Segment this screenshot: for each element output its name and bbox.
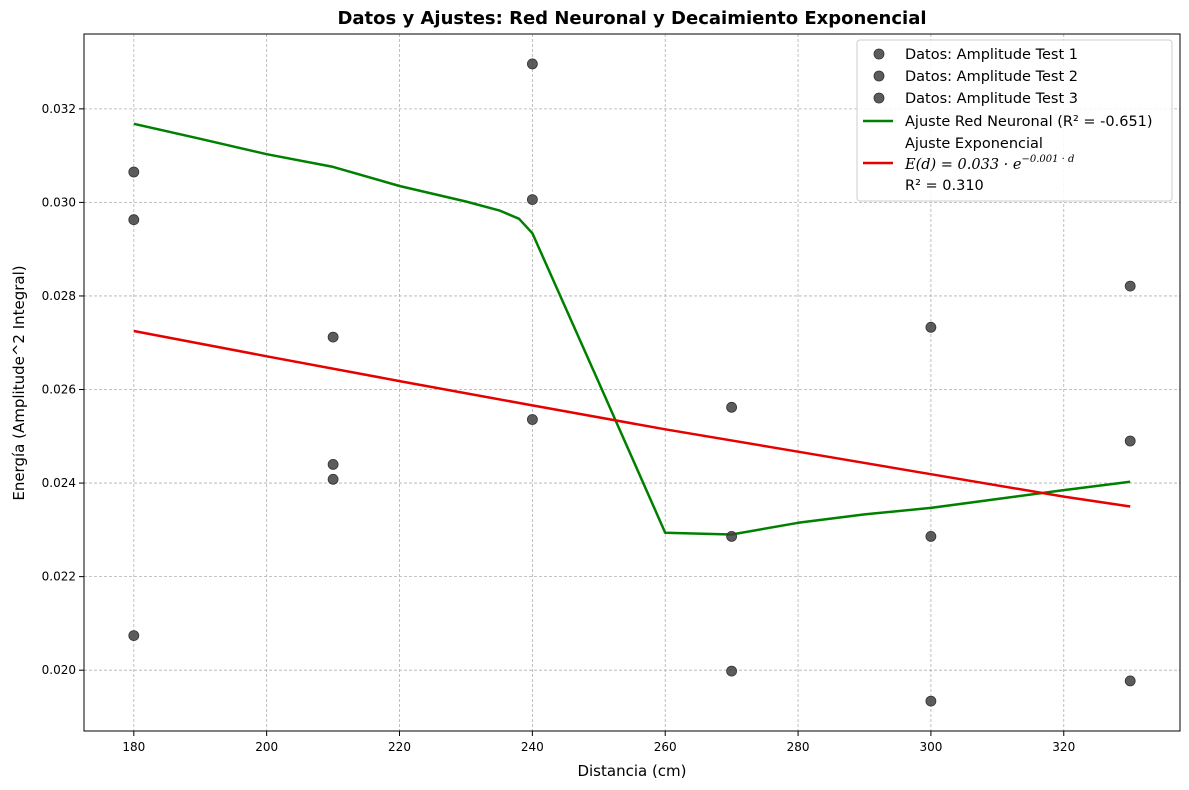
data-point-test3 bbox=[128, 630, 140, 641]
data-point-test2 bbox=[1124, 675, 1136, 687]
y-tick-label: 0.022 bbox=[42, 570, 76, 584]
legend-label-exp-formula: E(d) = 0.033 · e−0.001 · d bbox=[904, 154, 1074, 173]
y-axis-ticks: 0.020 0.022 0.024 0.026 0.028 0.030 0.032 bbox=[42, 102, 84, 677]
legend: Datos: Amplitude Test 1 Datos: Amplitude… bbox=[856, 39, 1173, 202]
y-axis-label: Energía (Amplitude^2 Integral) bbox=[10, 265, 28, 500]
x-axis-ticks: 180 200 220 240 260 280 300 320 bbox=[122, 731, 1075, 754]
x-tick-label: 300 bbox=[919, 740, 942, 754]
data-point-test1 bbox=[527, 58, 538, 70]
data-point-test3 bbox=[327, 458, 339, 470]
chart-title: Datos y Ajustes: Red Neuronal y Decaimie… bbox=[337, 8, 926, 29]
plot-frame bbox=[83, 33, 1181, 732]
legend-marker-test3 bbox=[873, 92, 885, 104]
x-tick-label: 320 bbox=[1052, 740, 1075, 754]
legend-label-nn: Ajuste Red Neuronal (R² = -0.651) bbox=[905, 114, 1153, 130]
legend-label-exp-r2: R² = 0.310 bbox=[905, 178, 984, 194]
y-tick-label: 0.032 bbox=[42, 102, 76, 116]
y-tick-label: 0.020 bbox=[42, 663, 76, 677]
x-tick-label: 240 bbox=[521, 740, 544, 754]
legend-label-exp-title: Ajuste Exponencial bbox=[905, 136, 1043, 152]
y-tick-label: 0.030 bbox=[42, 195, 76, 209]
data-point-test1 bbox=[327, 473, 339, 485]
x-tick-label: 180 bbox=[122, 740, 145, 754]
legend-box bbox=[856, 39, 1173, 202]
data-point-test1 bbox=[1124, 280, 1136, 292]
x-tick-label: 260 bbox=[654, 740, 677, 754]
data-point-test2 bbox=[327, 331, 339, 343]
data-point-test2 bbox=[527, 414, 538, 425]
data-point-test3 bbox=[1124, 435, 1136, 447]
grid bbox=[84, 34, 1180, 731]
data-point-test1 bbox=[128, 166, 140, 178]
legend-marker-test1 bbox=[873, 48, 885, 60]
fit-lines bbox=[133, 122, 1131, 536]
legend-marker-test2 bbox=[873, 70, 885, 82]
data-point-test1 bbox=[726, 401, 737, 413]
y-tick-label: 0.028 bbox=[42, 289, 76, 303]
neural-network-fit-line bbox=[133, 122, 1131, 536]
x-tick-label: 280 bbox=[787, 740, 810, 754]
data-point-test3 bbox=[726, 531, 737, 542]
legend-label-test1: Datos: Amplitude Test 1 bbox=[905, 47, 1078, 63]
x-axis-label: Distancia (cm) bbox=[577, 762, 686, 780]
legend-label-test3: Datos: Amplitude Test 3 bbox=[905, 91, 1078, 107]
x-tick-label: 220 bbox=[388, 740, 411, 754]
data-point-test3 bbox=[527, 194, 538, 206]
exponential-fit-line bbox=[133, 329, 1131, 508]
exp-formula-exponent: −0.001 · d bbox=[1021, 154, 1074, 165]
data-point-test3 bbox=[925, 695, 937, 707]
data-point-test1 bbox=[925, 531, 937, 542]
data-point-test2 bbox=[128, 214, 140, 226]
data-points bbox=[128, 58, 1136, 707]
data-point-test2 bbox=[726, 665, 737, 677]
exp-formula-base: E(d) = 0.033 · e bbox=[904, 157, 1021, 173]
legend-label-test2: Datos: Amplitude Test 2 bbox=[905, 69, 1078, 85]
x-tick-label: 200 bbox=[255, 740, 278, 754]
y-tick-label: 0.026 bbox=[42, 383, 76, 397]
data-point-test2 bbox=[925, 321, 937, 333]
y-tick-label: 0.024 bbox=[42, 476, 76, 490]
